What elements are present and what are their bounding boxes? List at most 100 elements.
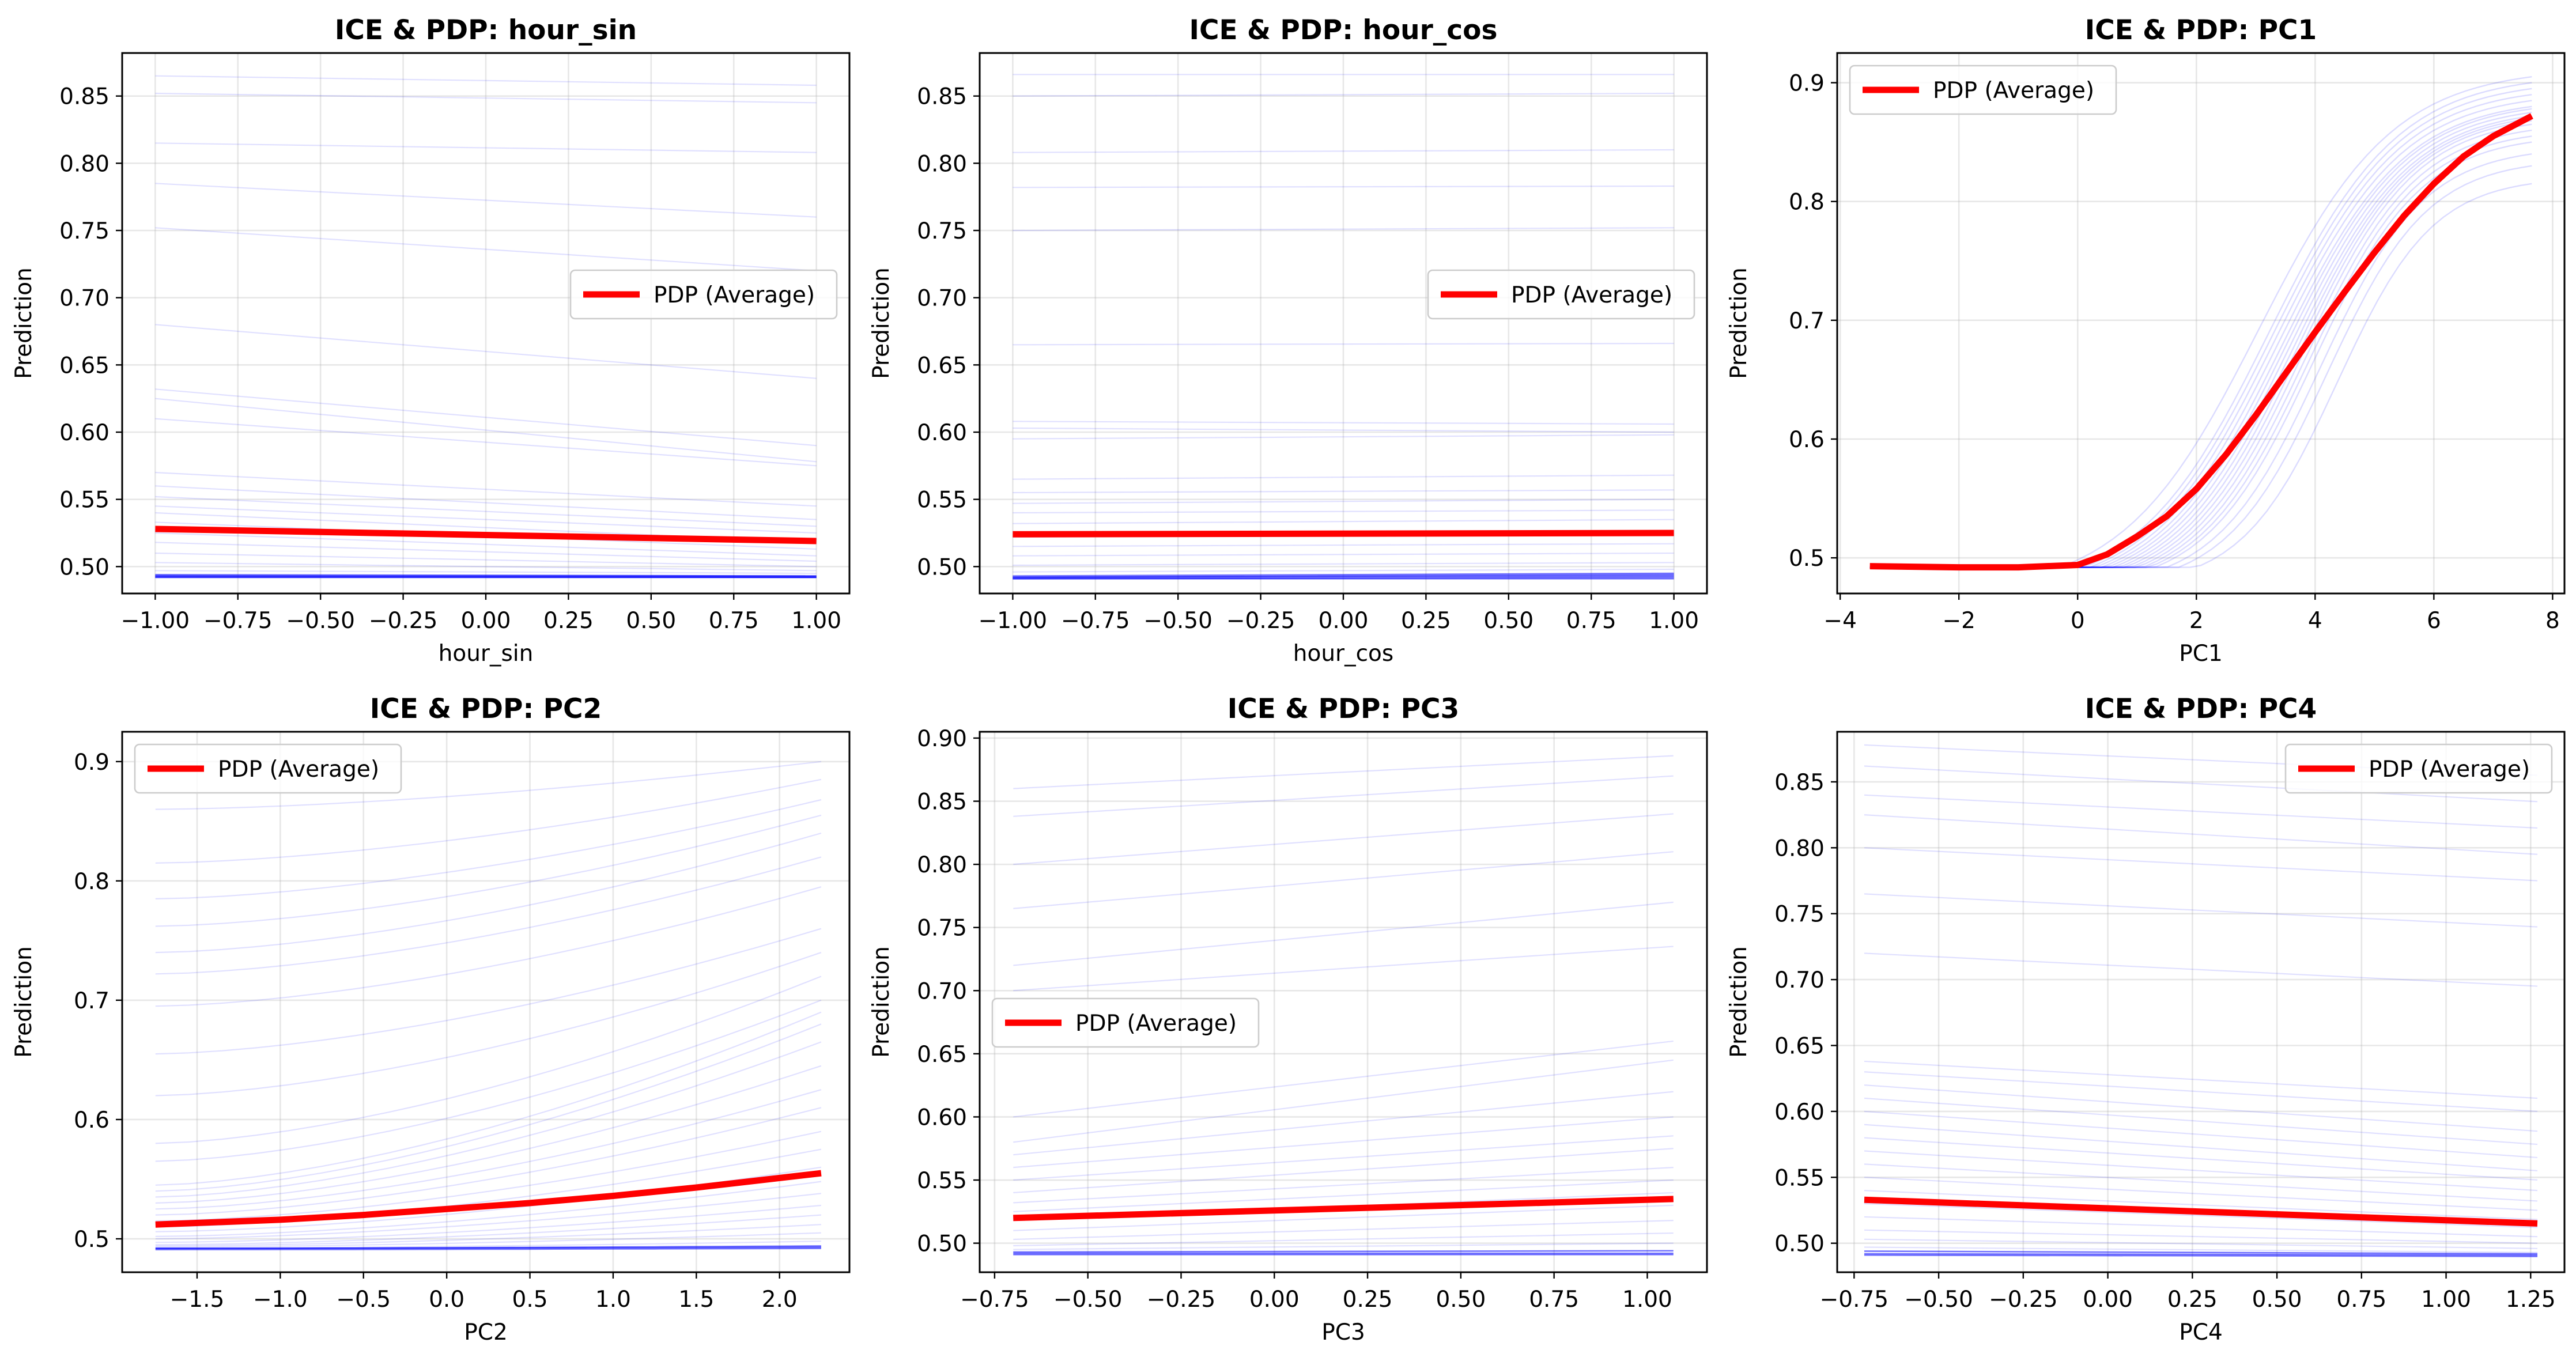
y-axis-label: Prediction [11,267,37,379]
ice-line [1864,1177,2538,1211]
ice-line [155,183,817,218]
x-tick-label: 0.50 [2252,1287,2302,1313]
ice-line [1013,474,1674,480]
ice-line [1013,1135,1674,1181]
ice-line [1013,1166,1674,1204]
y-axis-label: Prediction [1726,946,1752,1058]
x-tick-label: 0.75 [1566,608,1616,634]
x-tick-label: 0.75 [709,608,759,634]
ice-line [1864,847,2538,882]
axes-frame [121,731,851,1273]
x-tick-label: −0.75 [1061,608,1130,634]
ice-line [155,75,817,86]
ice-line [1864,814,2538,855]
subplot-title: ICE & PDP: PC1 [2085,14,2317,46]
ice-line [1013,1242,1674,1250]
x-tick-label: 0.00 [2083,1287,2133,1313]
legend: PDP (Average) [2284,743,2553,794]
legend: PDP (Average) [1427,269,1695,320]
x-tick-label: −1.00 [979,608,1048,634]
x-tick-label: 0.00 [1249,1287,1300,1313]
x-tick-label: 0.75 [1529,1287,1579,1313]
legend-box [2284,743,2553,794]
y-tick-label: 0.50 [59,554,109,580]
x-tick-label: −0.75 [203,608,273,634]
legend: PDP (Average) [1849,65,2117,115]
ice-line [1013,1116,1674,1169]
x-tick-label: 2 [2189,608,2204,634]
y-tick-label: 0.7 [74,988,109,1014]
ice-line [155,1232,821,1248]
ice-line [155,1107,822,1216]
plot-area [1869,76,2533,571]
pdp-average-line [155,1170,822,1228]
ice-line [1864,1110,2538,1159]
ice-line [1013,227,1674,232]
axes-frame [1836,52,2566,595]
ice-line [155,952,822,1096]
subplot-title: ICE & PDP: hour_cos [1189,14,1498,46]
x-tick-label: −2 [1942,608,1976,634]
legend: PDP (Average) [134,743,402,794]
ice-line [1864,1250,2538,1255]
x-tick-label: 4 [2308,608,2322,634]
y-tick-label: 0.85 [1774,770,1825,796]
y-tick-label: 0.60 [1774,1099,1825,1125]
x-tick-label: 0.25 [1343,1287,1393,1313]
legend-label: PDP (Average) [654,282,815,308]
x-tick-label: 1.00 [2421,1287,2471,1313]
ice-line [155,1089,822,1210]
ice-line [1864,1084,2538,1132]
x-tick-label: −0.25 [1147,1287,1216,1313]
plot-area [155,75,817,578]
plot-area [1013,74,1674,580]
y-tick-label: 0.75 [59,218,109,244]
plot-area [155,761,822,1250]
x-tick-label: −0.25 [1226,608,1295,634]
ice-line [1013,498,1674,504]
ice-line [1013,572,1674,577]
ice-line [1013,427,1674,433]
ice-line [1864,1246,2538,1253]
ice-line [1013,755,1674,789]
x-tick-label: −1.00 [121,608,190,634]
y-tick-label: 0.80 [59,151,109,177]
ice-line [1013,519,1674,524]
y-tick-label: 0.65 [1774,1033,1825,1059]
legend-box [569,269,838,320]
subplot-4: −1.5 −1.0 −0.5 0.0 0.5 1.0 1.5 2.0 0.5 0.6 0.7 0.8 0… [11,693,851,1345]
y-tick-label: 0.6 [1789,427,1825,453]
x-tick-label: −0.50 [1143,608,1213,634]
ice-line [155,227,817,272]
ice-line [155,856,822,975]
ice-line [1864,1060,2538,1099]
subplot-6: −0.75 −0.50 −0.25 0.00 0.25 0.50 0.75 1.00 1.25 0… [1726,693,2566,1345]
subplot-title: ICE & PDP: PC4 [2085,693,2317,725]
ice-line [1864,1071,2538,1112]
x-tick-label: 1.00 [791,608,841,634]
legend-label: PDP (Average) [1075,1011,1237,1037]
ice-line [1864,1254,2538,1257]
ice-line [1864,1190,2538,1220]
ice-line [1013,342,1674,346]
x-tick-label: −0.50 [1053,1287,1123,1313]
ice-line [1013,562,1674,566]
ice-line [1864,765,2538,803]
y-axis-label: Prediction [868,267,894,379]
y-tick-label: 0.5 [1789,546,1825,572]
ice-line [155,832,822,954]
ice-line [1013,946,1674,992]
ice-line [1864,1097,2538,1145]
ice-line [1013,1204,1674,1231]
y-tick-label: 0.55 [917,1168,967,1194]
x-tick-label: 0.00 [461,608,511,634]
ice-line [155,1224,821,1247]
ice-line [1013,1148,1674,1194]
x-tick-label: 1.5 [678,1287,714,1313]
y-axis-label: Prediction [1726,267,1752,379]
ice-line [155,1011,822,1186]
ice-line [155,999,822,1162]
x-tick-label: −0.5 [336,1287,391,1313]
y-tick-label: 0.50 [1774,1231,1825,1257]
